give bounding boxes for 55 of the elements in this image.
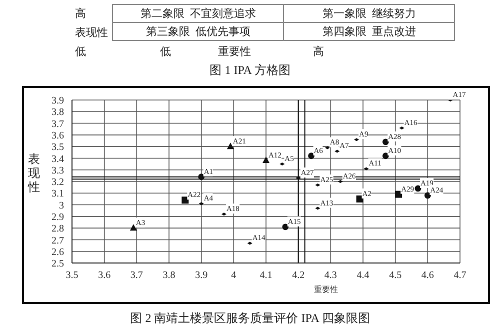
y-tick-label: 3.7 bbox=[52, 118, 64, 130]
point bbox=[130, 224, 137, 231]
point bbox=[182, 196, 189, 204]
point bbox=[414, 185, 422, 192]
x-tick-label: 3.7 bbox=[130, 270, 143, 282]
point bbox=[226, 142, 234, 150]
text: 第一象限 继续努力 bbox=[284, 4, 454, 22]
point bbox=[308, 152, 314, 160]
y-tick-label: 3 bbox=[59, 200, 64, 212]
point bbox=[382, 152, 389, 160]
category-label: 低 bbox=[75, 46, 86, 58]
category-label: 高 bbox=[75, 8, 86, 20]
category-label: 低 bbox=[160, 45, 171, 59]
x-tick-label: 3.8 bbox=[162, 270, 176, 282]
text: 第四象限 重点改进 bbox=[284, 22, 454, 40]
x-tick-label: 3.6 bbox=[98, 270, 111, 282]
x-tick-label: 3.5 bbox=[66, 270, 78, 282]
point bbox=[282, 224, 289, 230]
x-tick-label: 4.5 bbox=[389, 270, 402, 282]
y-tick-label: 2.7 bbox=[52, 235, 64, 246]
x-tick-label: 4.4 bbox=[356, 270, 370, 282]
x-tick-label: 4.7 bbox=[454, 270, 466, 282]
y-tick-label: 3.2 bbox=[52, 177, 64, 188]
text: 图 2 南靖土楼景区服务质量评价 IPA 四象限图 bbox=[129, 310, 371, 327]
x-axis-title: 重要性 bbox=[314, 284, 338, 295]
y-tick-label: 3.8 bbox=[52, 107, 64, 118]
y-axis-title: 表现性 bbox=[28, 152, 41, 194]
y-tick-label: 3.4 bbox=[52, 154, 64, 165]
y-tick-label: 3.9 bbox=[52, 96, 64, 107]
x-tick-label: 4.6 bbox=[421, 270, 434, 282]
point bbox=[382, 138, 389, 146]
text: 图 1 IPA 方格图 bbox=[208, 62, 292, 79]
point bbox=[424, 192, 431, 199]
point bbox=[356, 195, 364, 202]
text: 第三象限 低优先事项 bbox=[112, 22, 284, 40]
y-tick-label: 2.9 bbox=[52, 212, 64, 223]
x-tick-label: 4 bbox=[231, 270, 236, 282]
y-tick-label: 3.3 bbox=[52, 165, 64, 176]
x-tick-label: 4.1 bbox=[260, 270, 272, 282]
text: 重要性 bbox=[218, 45, 251, 59]
point bbox=[262, 156, 270, 164]
category-label: 高 bbox=[313, 44, 324, 59]
point bbox=[198, 174, 205, 180]
y-tick-label: 3.1 bbox=[52, 188, 64, 200]
y-tick-label: 2.5 bbox=[52, 258, 64, 270]
x-tick-label: 3.9 bbox=[195, 270, 208, 282]
y-tick-label: 2.8 bbox=[52, 224, 64, 235]
text: 第二象限 不宜刻意追求 bbox=[112, 4, 284, 22]
y-tick-label: 2.6 bbox=[52, 246, 64, 258]
y-tick-label: 3.6 bbox=[52, 130, 64, 142]
text: 表现性 bbox=[75, 26, 108, 40]
x-tick-label: 4.2 bbox=[292, 270, 305, 282]
point bbox=[395, 190, 402, 198]
y-tick-label: 3.5 bbox=[52, 142, 64, 154]
x-tick-label: 4.3 bbox=[324, 270, 337, 282]
